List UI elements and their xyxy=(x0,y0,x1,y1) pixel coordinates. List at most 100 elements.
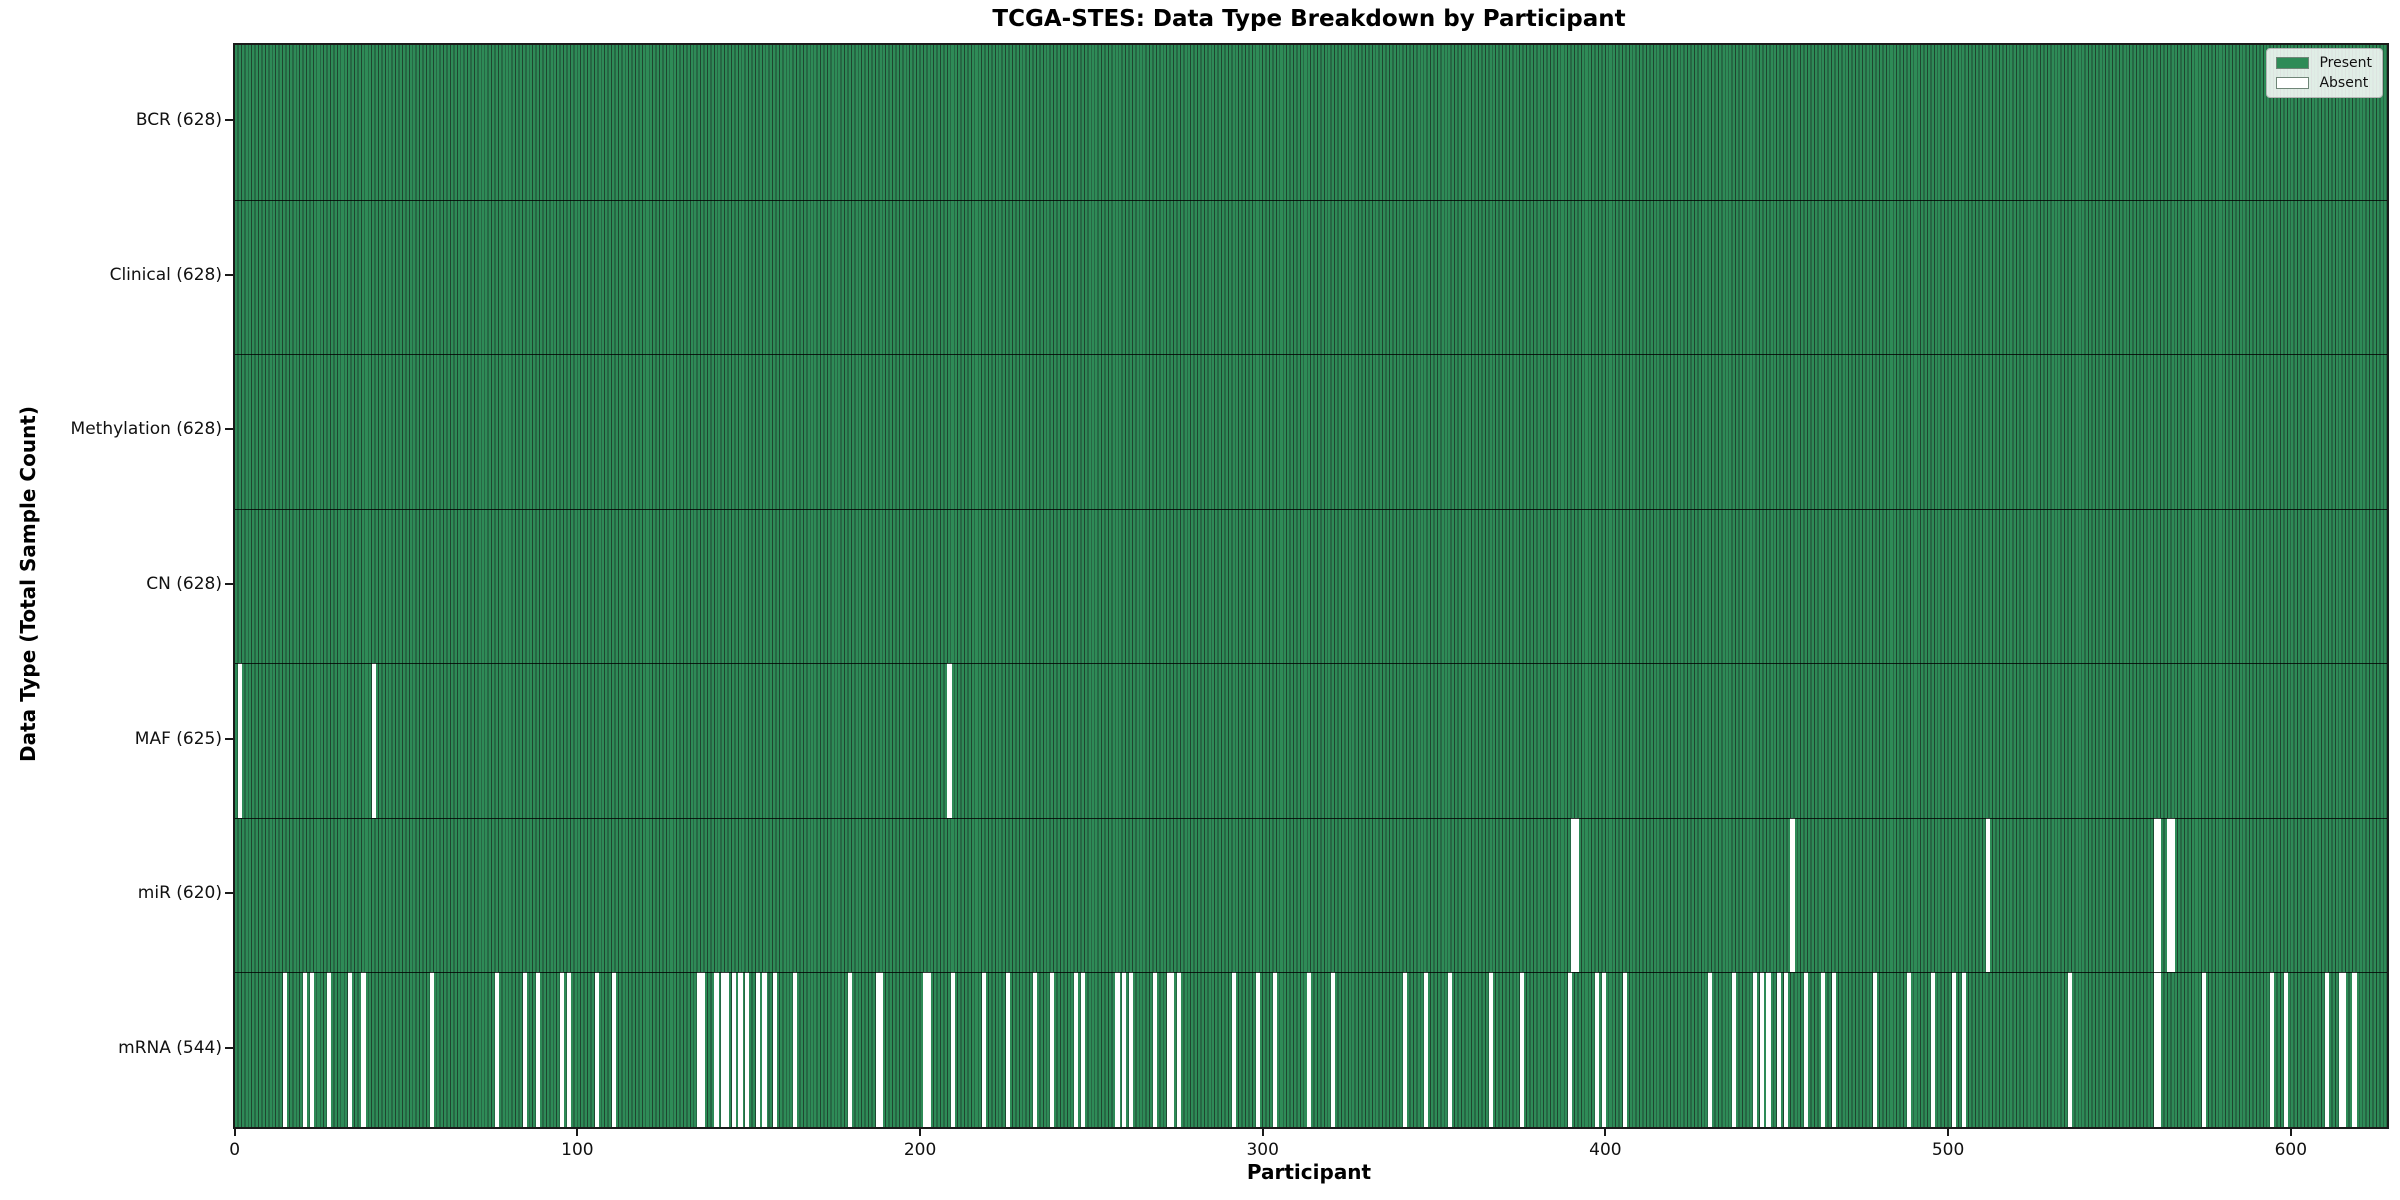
row-separator xyxy=(235,354,2387,356)
ytick-mark xyxy=(225,1046,233,1049)
row-Methylation xyxy=(235,354,2387,509)
legend-label: Absent xyxy=(2319,75,2369,91)
absent-mark xyxy=(522,972,527,1127)
ytick-label-Clinical: Clinical (628) xyxy=(109,264,222,285)
absent-mark xyxy=(238,663,243,818)
absent-mark xyxy=(371,663,376,818)
absent-mark xyxy=(697,972,702,1127)
absent-mark xyxy=(1752,972,1757,1127)
row-miR xyxy=(235,817,2387,973)
absent-mark xyxy=(536,972,541,1127)
absent-mark xyxy=(1574,817,1579,973)
absent-mark xyxy=(1708,972,1713,1127)
row-separator xyxy=(235,817,2387,819)
absent-mark xyxy=(430,972,435,1127)
absent-mark xyxy=(1601,972,1607,1127)
ytick-label-BCR: BCR (628) xyxy=(135,110,222,131)
absent-mark xyxy=(700,972,705,1127)
absent-mark xyxy=(611,972,616,1127)
ytick-mark xyxy=(225,428,233,431)
xtick-mark xyxy=(1261,1127,1264,1136)
xtick-label: 600 xyxy=(2274,1140,2308,1160)
absent-mark xyxy=(1567,972,1572,1127)
absent-mark xyxy=(1790,817,1795,973)
absent-mark xyxy=(1571,817,1576,973)
absent-mark xyxy=(926,972,932,1127)
absent-mark xyxy=(1273,972,1278,1127)
absent-mark xyxy=(772,972,777,1127)
row-separator xyxy=(235,972,2387,974)
absent-mark xyxy=(875,972,880,1127)
absent-mark xyxy=(361,972,366,1127)
absent-mark xyxy=(1831,972,1836,1127)
row-mRNA xyxy=(235,972,2387,1127)
legend-swatch-absent xyxy=(2276,77,2310,89)
legend-item-absent: Absent xyxy=(2276,76,2372,90)
absent-mark xyxy=(2170,817,2175,973)
absent-mark xyxy=(2342,972,2347,1127)
absent-mark xyxy=(560,972,565,1127)
absent-mark xyxy=(1177,972,1182,1127)
ytick-mark xyxy=(225,119,233,122)
absent-mark xyxy=(2270,972,2275,1127)
absent-mark xyxy=(1519,972,1524,1127)
absent-mark xyxy=(1423,972,1428,1127)
ytick-mark xyxy=(225,273,233,276)
absent-mark xyxy=(1595,972,1600,1127)
xtick-label: 500 xyxy=(1931,1140,1965,1160)
absent-mark xyxy=(731,972,736,1127)
absent-mark xyxy=(724,972,729,1127)
absent-mark xyxy=(745,972,750,1127)
ytick-label-MAF: MAF (625) xyxy=(134,728,222,749)
absent-mark xyxy=(1776,972,1781,1127)
xtick-label: 200 xyxy=(903,1140,937,1160)
absent-mark xyxy=(1129,972,1134,1127)
legend-swatch-present xyxy=(2276,57,2310,69)
absent-mark xyxy=(793,972,798,1127)
absent-mark xyxy=(2153,817,2158,973)
absent-mark xyxy=(1005,972,1010,1127)
xtick-mark xyxy=(576,1127,579,1136)
absent-mark xyxy=(347,972,352,1127)
absent-mark xyxy=(2325,972,2330,1127)
absent-mark xyxy=(594,972,599,1127)
absent-mark xyxy=(755,972,760,1127)
chart-title: TCGA-STES: Data Type Breakdown by Partic… xyxy=(992,6,1626,32)
ytick-mark xyxy=(225,737,233,740)
absent-mark xyxy=(2338,972,2343,1127)
absent-mark xyxy=(2167,817,2172,973)
ytick-label-miR: miR (620) xyxy=(137,883,222,904)
absent-mark xyxy=(2201,972,2206,1127)
absent-mark xyxy=(303,972,308,1127)
ytick-label-Methylation: Methylation (628) xyxy=(70,419,222,440)
row-separator xyxy=(235,199,2387,201)
absent-mark xyxy=(923,972,928,1127)
absent-mark xyxy=(1050,972,1055,1127)
absent-mark xyxy=(1307,972,1312,1127)
absent-mark xyxy=(878,972,884,1127)
absent-mark xyxy=(1255,972,1260,1127)
absent-mark xyxy=(1985,817,1990,973)
xtick-label: 100 xyxy=(561,1140,594,1160)
absent-mark xyxy=(1081,972,1086,1127)
absent-mark xyxy=(2283,972,2289,1127)
absent-mark xyxy=(2157,972,2162,1127)
absent-mark xyxy=(1331,972,1336,1127)
row-Clinical xyxy=(235,199,2387,355)
absent-mark xyxy=(282,972,287,1127)
absent-mark xyxy=(1231,972,1236,1127)
absent-mark xyxy=(1166,972,1171,1127)
absent-mark xyxy=(1622,972,1627,1127)
absent-mark xyxy=(721,972,726,1127)
xtick-mark xyxy=(233,1127,236,1136)
absent-mark xyxy=(1961,972,1966,1127)
absent-mark xyxy=(1403,972,1408,1127)
absent-mark xyxy=(1170,972,1175,1127)
absent-mark xyxy=(1783,972,1788,1127)
absent-mark xyxy=(981,972,986,1127)
xtick-label: 400 xyxy=(1589,1140,1622,1160)
absent-mark xyxy=(567,972,572,1127)
x-axis-label: Participant xyxy=(1246,1160,1372,1184)
plot-area xyxy=(233,43,2389,1129)
